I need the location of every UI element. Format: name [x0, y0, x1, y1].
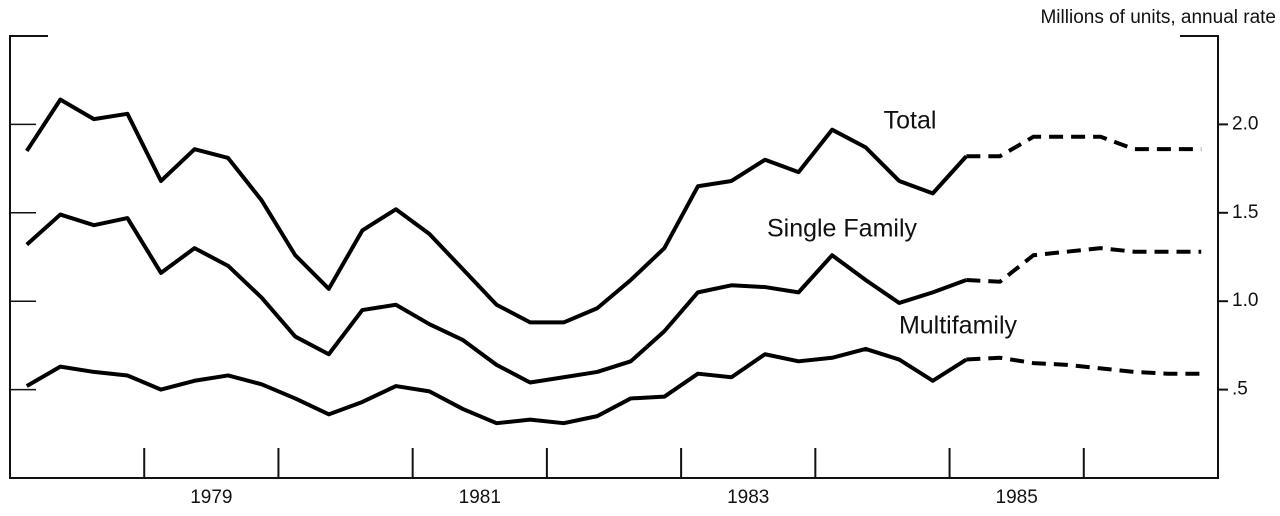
series-line	[25, 346, 968, 426]
series-line	[25, 97, 968, 325]
y-tick-label: .5	[1232, 379, 1248, 400]
y-tick-label: 1.5	[1232, 202, 1258, 223]
series-label: Single Family	[767, 215, 918, 243]
x-tick-label: 1983	[727, 487, 769, 508]
series-line	[25, 212, 968, 385]
axis-label: Millions of units, annual rate	[1040, 7, 1276, 28]
y-tick-label: 1.0	[1232, 290, 1258, 311]
series-label: Total	[884, 107, 937, 135]
y-tick-label: 2.0	[1232, 113, 1258, 134]
series-label: Multifamily	[899, 312, 1018, 340]
frame	[9, 35, 1219, 479]
x-tick-label: 1985	[996, 487, 1038, 508]
forecast-line	[966, 355, 1202, 376]
x-tick-label: 1979	[190, 487, 232, 508]
forecast-line	[966, 134, 1202, 159]
x-tick-label: 1981	[459, 487, 501, 508]
forecast-line	[966, 246, 1202, 284]
